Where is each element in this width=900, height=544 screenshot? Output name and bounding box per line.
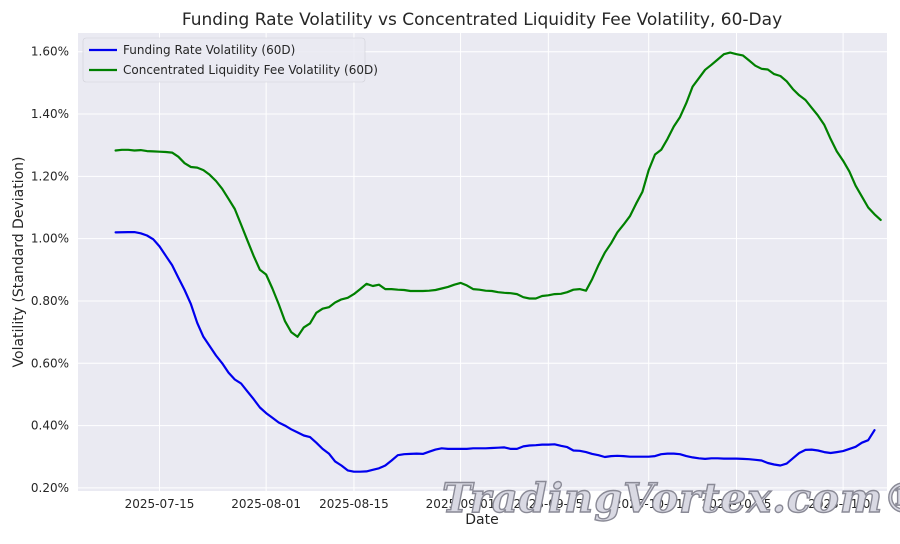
- x-tick-label: 2025-09-01: [426, 497, 496, 511]
- legend-label-funding-rate: Funding Rate Volatility (60D): [123, 43, 295, 57]
- chart-title: Funding Rate Volatility vs Concentrated …: [182, 10, 782, 30]
- funding-rate-series-line: [114, 231, 876, 473]
- series-lines: [114, 51, 882, 473]
- legend-box: [82, 37, 366, 83]
- y-tick-label: 0.80%: [31, 294, 69, 308]
- y-tick-label: 1.60%: [31, 45, 69, 59]
- y-tick-label: 0.40%: [31, 419, 69, 433]
- x-tick-label: 2025-08-15: [319, 497, 389, 511]
- x-tick-label: 2025-07-15: [125, 497, 195, 511]
- plot-area: [78, 33, 887, 491]
- y-tick-label: 0.60%: [31, 356, 69, 370]
- x-tick-label: 2025-09-15: [513, 497, 583, 511]
- legend-label-liquidity-fee: Concentrated Liquidity Fee Volatility (6…: [123, 63, 378, 77]
- x-tick-label: 2025-08-01: [231, 497, 301, 511]
- x-tick-labels: 2025-07-15 2025-08-01 2025-08-15 2025-09-01…: [125, 497, 878, 511]
- y-tick-label: 1.40%: [31, 107, 69, 121]
- liquidity-fee-series-line: [114, 51, 882, 338]
- x-axis-label: Date: [465, 512, 498, 528]
- legend: Funding Rate Volatility (60D) Concentrat…: [82, 37, 378, 83]
- y-tick-label: 1.20%: [31, 169, 69, 183]
- y-tick-label: 0.20%: [31, 481, 69, 495]
- x-tick-label: 2025-10-15: [702, 497, 772, 511]
- x-tick-label: 2025-11-01: [808, 497, 878, 511]
- x-tick-label: 2025-10-01: [614, 497, 684, 511]
- y-tick-labels: 0.20% 0.40% 0.60% 0.80% 1.00% 1.20% 1.40% 1.60%: [31, 45, 69, 495]
- watermark: TradingVortex.com®: [442, 475, 900, 522]
- grid-lines: [78, 33, 887, 491]
- y-tick-label: 1.00%: [31, 232, 69, 246]
- y-axis-label: Volatility (Standard Deviation): [11, 157, 27, 368]
